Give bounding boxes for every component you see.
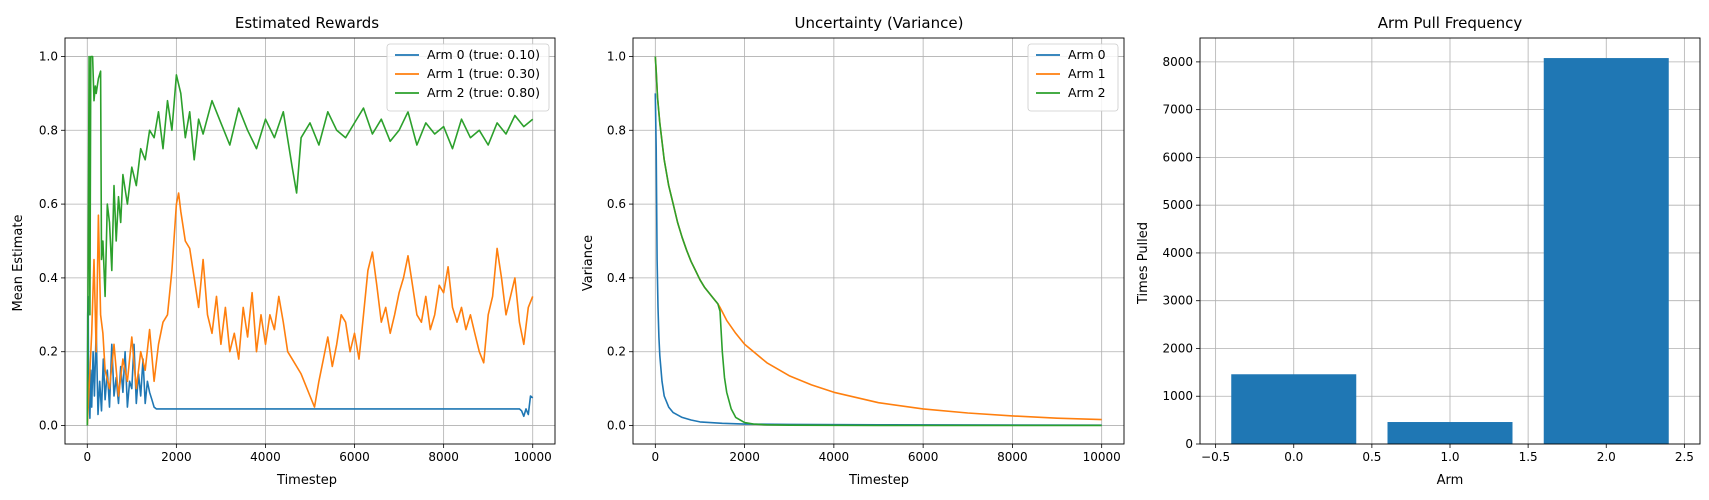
x-tick-label: 10000 [514,450,552,464]
y-tick-label: 0.8 [39,123,58,137]
x-tick-label: 2.0 [1597,450,1616,464]
x-axis-label: Timestep [276,473,337,488]
legend-label: Arm 0 (true: 0.10) [427,47,540,62]
y-tick-label: 0.0 [39,419,58,433]
x-tick-label: 4000 [819,450,850,464]
y-tick-label: 4000 [1162,246,1193,260]
legend-label: Arm 2 [1068,85,1106,100]
y-axis-label: Variance [581,235,596,291]
y-tick-label: 5000 [1162,198,1193,212]
legend-label: Arm 2 (true: 0.80) [427,85,540,100]
x-tick-label: 6000 [339,450,370,464]
ticks: 0 2000 4000 6000 8000 10000 0.0 0.2 0.4 0.6 0.8 1.0 [607,49,1121,464]
x-tick-label: 2000 [161,450,192,464]
y-tick-label: 0.4 [39,271,58,285]
axes-frame [1199,37,1701,445]
series-line [86,55,534,426]
panel-arm-pull-frequency: Arm Pull Frequency Arm Times Pulled −0.5… [1136,14,1701,488]
x-tick-label: 8000 [997,450,1028,464]
legend-box [1027,43,1119,112]
y-tick-label: 0 [1185,437,1193,451]
x-tick-label: 2000 [729,450,760,464]
y-axis-label: Mean Estimate [11,215,26,312]
series-layer [86,55,534,426]
y-tick-label: 2000 [1162,341,1193,355]
chart-title: Uncertainty (Variance) [795,14,964,32]
y-tick-label: 0.2 [607,345,626,359]
bar [1231,374,1357,444]
legend-label: Arm 1 [1068,66,1106,81]
y-tick-label: 7000 [1162,103,1193,117]
legend-label: Arm 0 [1068,47,1106,62]
x-tick-label: 0.0 [1284,450,1303,464]
chart-title: Estimated Rewards [235,14,379,32]
y-tick-label: 6000 [1162,150,1193,164]
y-tick-label: 0.2 [39,345,58,359]
panel-estimated-rewards: Estimated Rewards Timestep Mean Estimate… [11,14,556,488]
x-tick-label: 0.5 [1362,450,1381,464]
series-layer [1231,58,1669,444]
series-layer [654,56,1102,427]
y-tick-label: 1000 [1162,389,1193,403]
y-tick-label: 0.8 [607,123,626,137]
panel-uncertainty-variance: Uncertainty (Variance) Timestep Variance… [581,14,1125,488]
series-line [654,56,1102,427]
y-tick-label: 0.6 [39,197,58,211]
bar [1387,422,1513,444]
x-tick-label: 4000 [250,450,281,464]
series-line [86,295,534,426]
bar [1543,58,1669,444]
x-tick-label: 0 [651,450,659,464]
y-tick-label: 0.6 [607,197,626,211]
x-tick-label: 8000 [428,450,459,464]
y-tick-label: 1.0 [39,49,58,63]
x-tick-label: 1.5 [1519,450,1538,464]
x-tick-label: −0.5 [1201,450,1230,464]
axes-frame [632,37,1125,445]
series-line [86,192,534,426]
x-tick-label: 6000 [908,450,939,464]
y-axis-label: Times Pulled [1136,222,1151,305]
y-tick-label: 1.0 [607,49,626,63]
legend-box [386,43,550,112]
ticks: −0.5 0.0 0.5 1.0 1.5 2.0 2.5 0 1000 2000 3000 4000 5… [1162,55,1693,464]
x-axis-label: Arm [1437,473,1464,488]
x-tick-label: 2.5 [1675,450,1694,464]
y-tick-label: 0.4 [607,271,626,285]
ticks: 0 2000 4000 6000 8000 10000 0.0 0.2 0.4 0.6 0.8 1.0 [39,49,552,464]
legend: Arm 0 (true: 0.10) Arm 1 (true: 0.30) Arm … [386,43,550,112]
legend: Arm 0 Arm 1 Arm 2 [1027,43,1119,112]
chart-title: Arm Pull Frequency [1378,14,1523,32]
x-tick-label: 1.0 [1440,450,1459,464]
x-tick-label: 0 [83,450,91,464]
x-tick-label: 10000 [1083,450,1121,464]
x-axis-label: Timestep [848,473,909,488]
series-line [654,93,1102,427]
axes-frame [64,37,556,445]
y-tick-label: 3000 [1162,294,1193,308]
y-tick-label: 0.0 [607,419,626,433]
legend-label: Arm 1 (true: 0.30) [427,66,540,81]
y-tick-label: 8000 [1162,55,1193,69]
